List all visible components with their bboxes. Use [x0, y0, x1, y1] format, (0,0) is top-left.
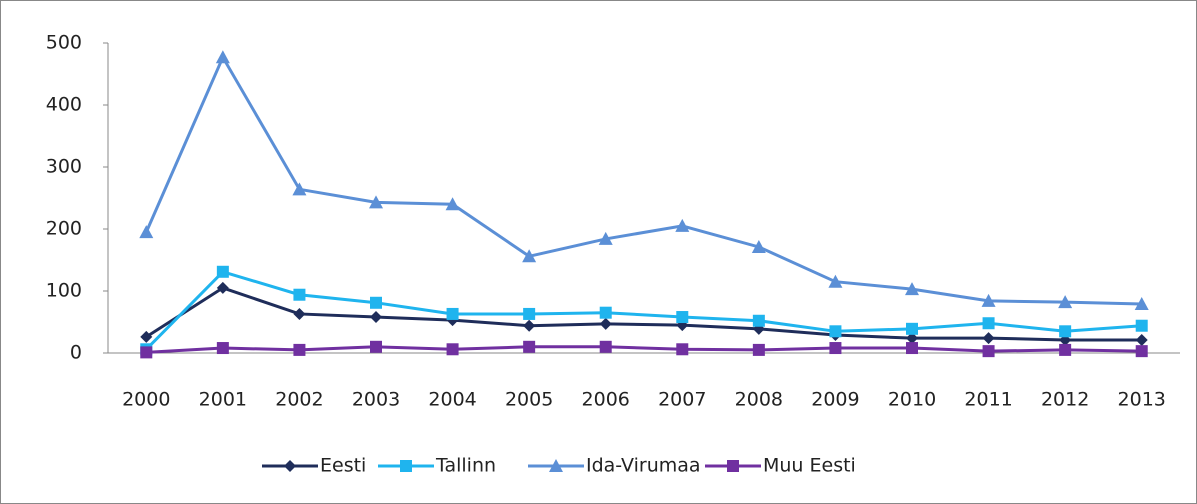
x-tick-label: 2007 — [658, 389, 706, 411]
data-point — [599, 340, 612, 353]
data-point — [676, 311, 689, 324]
series-line — [145, 270, 1142, 351]
data-point — [216, 342, 229, 355]
data-point — [599, 306, 612, 319]
legend-label: Ida-Virumaa — [586, 455, 701, 477]
data-point — [523, 319, 536, 332]
data-point — [445, 197, 460, 211]
legend-label: Muu Eesti — [763, 455, 856, 477]
x-tick-label: 2005 — [505, 389, 553, 411]
data-point — [1059, 343, 1072, 356]
data-point — [829, 325, 842, 338]
data-point — [905, 282, 919, 296]
data-point — [676, 343, 689, 356]
series-line — [144, 53, 1142, 306]
x-tick-label: 2013 — [1118, 389, 1166, 411]
data-point — [370, 311, 382, 324]
legend-label: Eesti — [320, 455, 366, 477]
data-point — [829, 342, 842, 355]
x-tick-label: 2000 — [122, 389, 170, 411]
series-line — [146, 345, 1142, 354]
data-point — [1135, 345, 1148, 358]
y-tick-label: 0 — [70, 342, 82, 364]
legend-marker — [727, 460, 739, 472]
data-point — [293, 288, 306, 301]
data-point — [139, 225, 154, 239]
x-tick-label: 2003 — [352, 389, 400, 411]
series-line — [145, 286, 1142, 342]
data-point — [292, 182, 307, 196]
x-tick-label: 2002 — [275, 389, 323, 411]
data-point — [906, 342, 918, 355]
y-tick-label: 500 — [46, 32, 82, 54]
data-point — [982, 345, 995, 358]
x-tick-label: 2011 — [964, 389, 1012, 411]
data-point — [752, 314, 765, 327]
x-tick-label: 2010 — [888, 389, 936, 411]
data-point — [982, 332, 995, 345]
x-tick-label: 2001 — [199, 389, 247, 411]
x-tick-label: 2004 — [428, 389, 476, 411]
x-tick-label: 2012 — [1041, 389, 1089, 411]
data-point — [982, 317, 995, 330]
data-point — [1059, 325, 1072, 338]
data-point — [828, 274, 843, 288]
data-point — [599, 317, 612, 330]
data-point — [1135, 319, 1148, 332]
y-tick-label: 200 — [46, 218, 82, 240]
data-point — [216, 265, 229, 278]
data-point — [675, 218, 690, 232]
data-point — [446, 343, 459, 356]
data-point — [906, 332, 918, 345]
data-point — [370, 340, 382, 353]
x-tick-label: 2008 — [735, 389, 783, 411]
data-point — [369, 195, 383, 209]
data-point — [140, 346, 153, 359]
data-point — [293, 343, 306, 356]
data-point — [293, 307, 306, 320]
data-point — [215, 50, 230, 64]
data-point — [752, 343, 765, 356]
legend-label: Tallinn — [435, 455, 496, 477]
data-point — [523, 340, 536, 353]
data-point — [370, 296, 382, 309]
y-tick-label: 400 — [46, 94, 82, 116]
y-tick-label: 100 — [46, 280, 82, 302]
legend-marker — [284, 460, 296, 472]
data-point — [981, 293, 996, 307]
legend-marker — [400, 460, 412, 472]
data-point — [216, 281, 229, 294]
x-tick-label: 2009 — [811, 389, 859, 411]
data-point — [751, 239, 766, 253]
data-point — [906, 322, 918, 335]
legend-marker — [549, 459, 563, 472]
data-point — [598, 231, 613, 245]
data-point — [1135, 333, 1148, 346]
data-point — [1058, 295, 1073, 309]
data-point — [522, 249, 537, 263]
y-tick-label: 300 — [46, 156, 82, 178]
data-point — [1134, 297, 1149, 311]
data-point — [523, 307, 536, 320]
x-tick-label: 2006 — [582, 389, 630, 411]
data-point — [140, 330, 153, 343]
data-point — [446, 307, 459, 320]
